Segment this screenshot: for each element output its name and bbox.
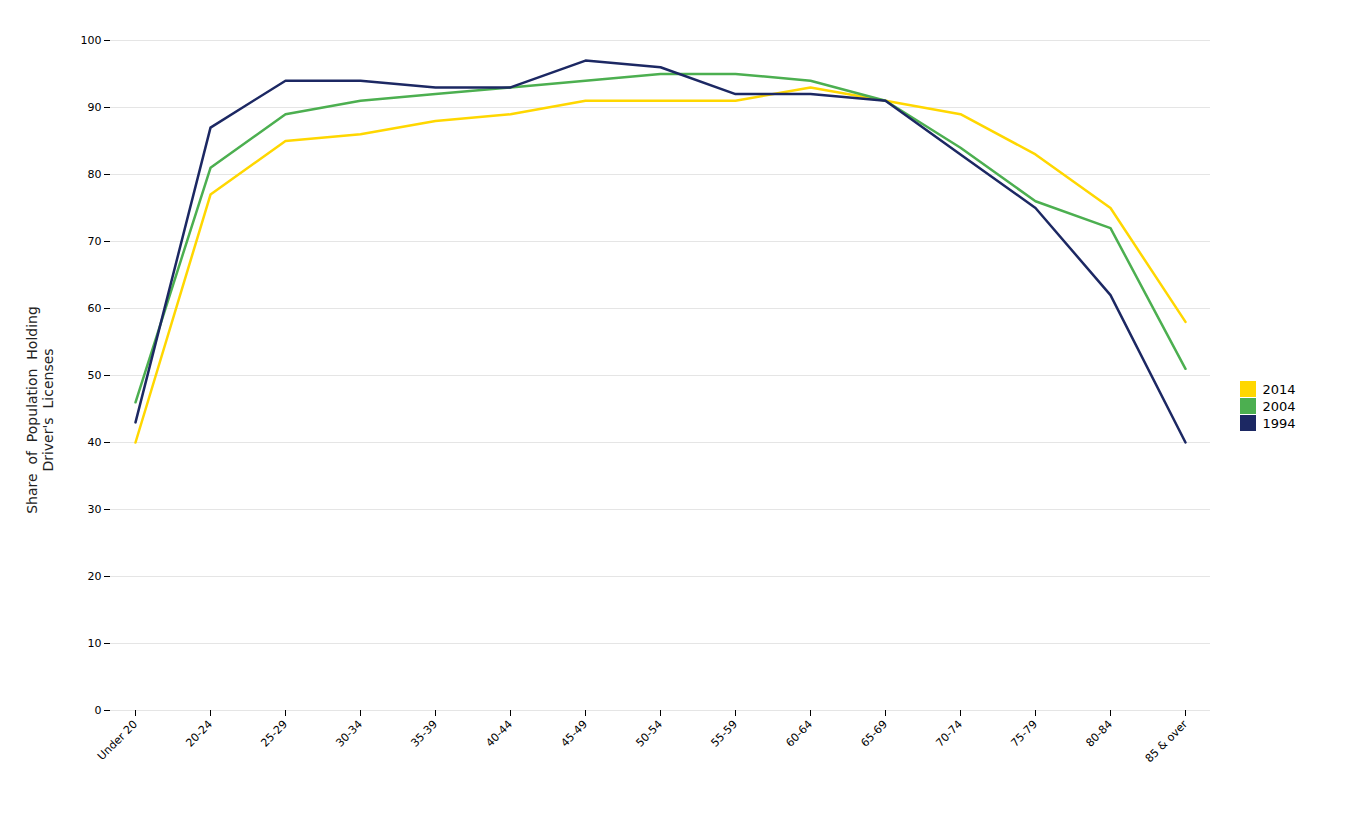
svg-text:50-54: 50-54 xyxy=(633,718,665,750)
svg-text:70-74: 70-74 xyxy=(933,718,965,750)
svg-text:80-84: 80-84 xyxy=(1083,718,1115,750)
svg-text:20-24: 20-24 xyxy=(183,718,215,750)
svg-text:65-69: 65-69 xyxy=(858,718,890,750)
svg-text:90: 90 xyxy=(88,101,102,114)
svg-text:60-64: 60-64 xyxy=(783,718,815,750)
svg-text:Under 20: Under 20 xyxy=(95,718,140,763)
svg-text:45-49: 45-49 xyxy=(558,718,590,750)
svg-text:100: 100 xyxy=(81,34,102,47)
html-text:Share of Population Holding Dr: Share of Population Holding Driver's Lic… xyxy=(24,306,56,514)
svg-text:10: 10 xyxy=(88,637,102,650)
svg-text:40-44: 40-44 xyxy=(483,718,515,750)
html-text:1994: 1994 xyxy=(1262,415,1296,431)
svg-text:0: 0 xyxy=(95,704,102,717)
svg-text:55-59: 55-59 xyxy=(708,718,740,750)
svg-text:85 & over: 85 & over xyxy=(1143,717,1191,765)
svg-text:35-39: 35-39 xyxy=(408,718,440,750)
svg-text:60: 60 xyxy=(88,302,102,315)
svg-text:75-79: 75-79 xyxy=(1008,718,1040,750)
svg-text:25-29: 25-29 xyxy=(258,718,290,750)
svg-text:30-34: 30-34 xyxy=(333,718,365,750)
html-text:2014: 2014 xyxy=(1262,381,1296,397)
svg-text:40: 40 xyxy=(88,436,102,449)
svg-text:80: 80 xyxy=(88,168,102,181)
svg-text:50: 50 xyxy=(88,369,102,382)
svg-text:20: 20 xyxy=(88,570,102,583)
svg-text:30: 30 xyxy=(88,503,102,516)
html-text:2004: 2004 xyxy=(1262,398,1296,414)
svg-text:70: 70 xyxy=(88,235,102,248)
